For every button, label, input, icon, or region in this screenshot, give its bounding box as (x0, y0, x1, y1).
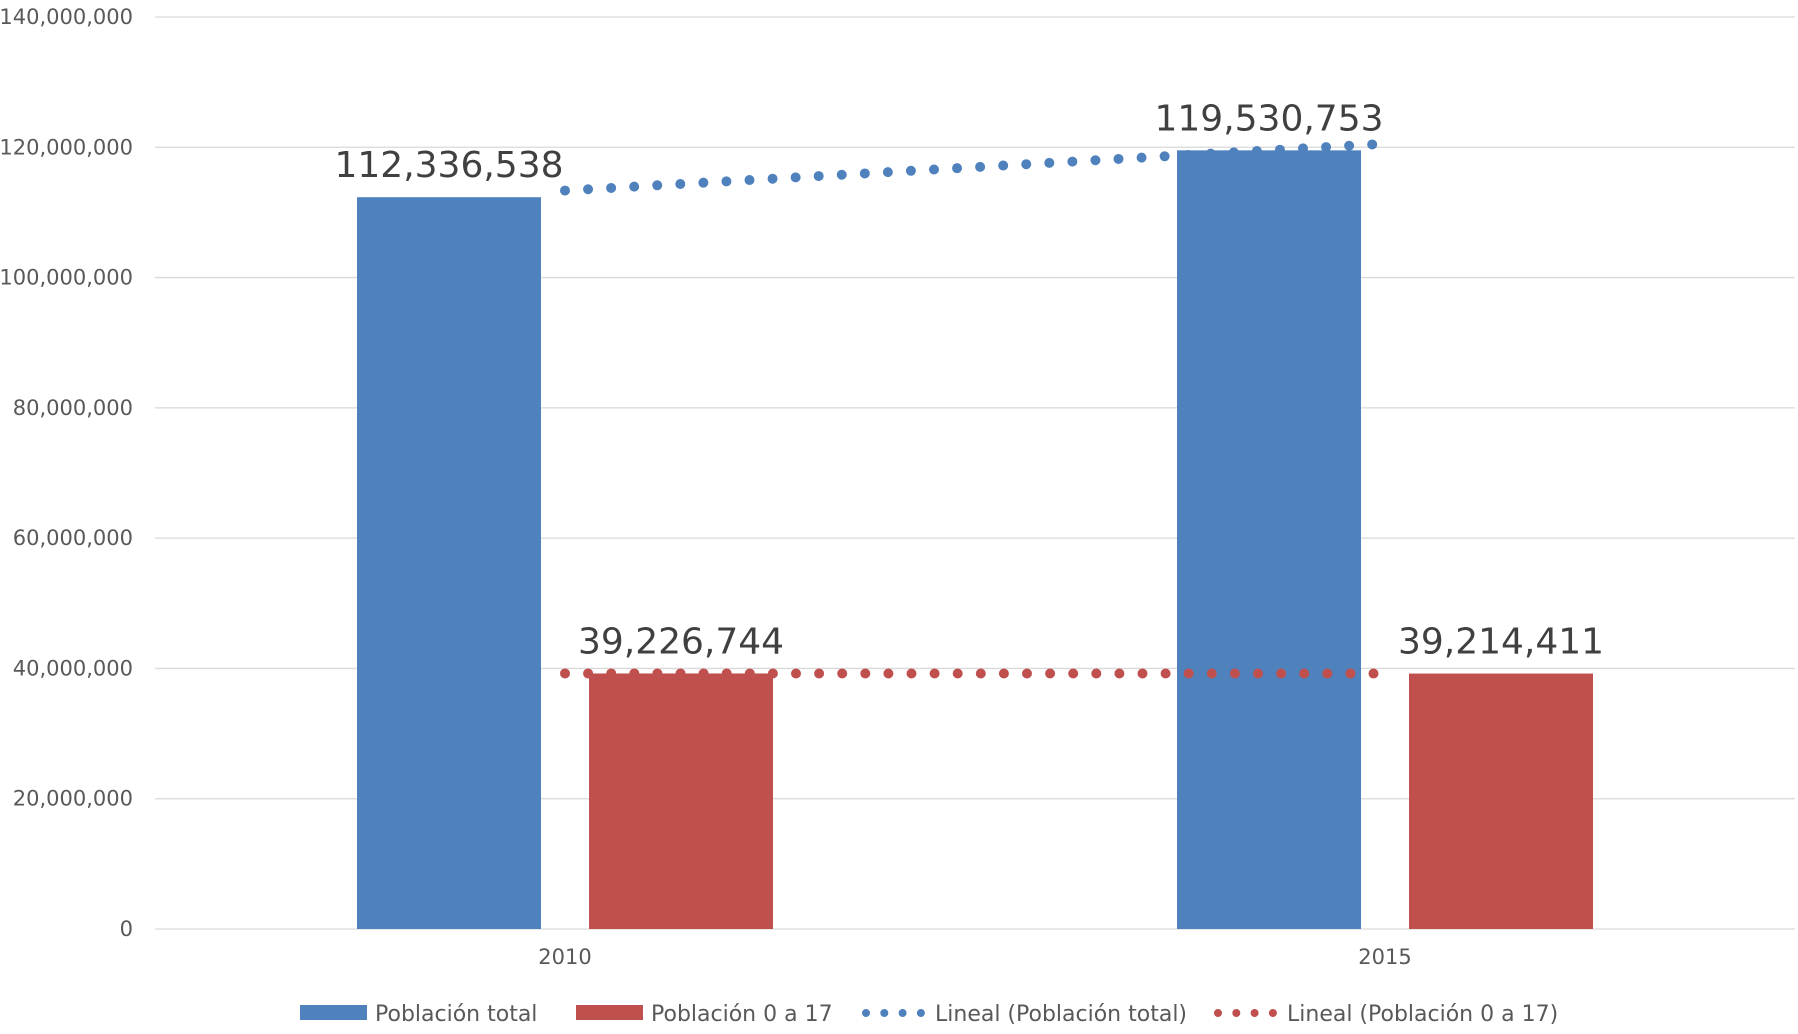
legend-swatch-poblacion-0-a-17 (576, 1005, 643, 1020)
data-label-poblacion-total-2015: 119,530,753 (1154, 98, 1383, 139)
legend-label-lineal-poblacion-total: Lineal (Población total) (935, 1002, 1187, 1027)
legend: Población total Población 0 a 17 Lineal (P… (300, 1002, 1558, 1027)
y-tick-label: 100,000,000 (0, 266, 133, 290)
x-tick-label: 2010 (538, 945, 591, 969)
data-label-poblacion-total-2010: 112,336,538 (334, 145, 563, 186)
legend-label-poblacion-0-a-17: Población 0 a 17 (651, 1002, 833, 1027)
data-label-poblacion-0-a-17-2010: 39,226,744 (578, 621, 784, 662)
x-axis-tick-labels: 2010 2015 (538, 945, 1411, 969)
legend-label-poblacion-total: Población total (375, 1002, 537, 1027)
y-tick-label: 140,000,000 (0, 5, 133, 29)
data-label-poblacion-0-a-17-2015: 39,214,411 (1398, 622, 1604, 663)
bar-poblacion-total-2010 (357, 197, 541, 929)
y-tick-label: 0 (120, 917, 133, 941)
x-tick-label: 2015 (1358, 945, 1411, 969)
bars (357, 150, 1593, 929)
legend-label-lineal-poblacion-0-a-17: Lineal (Población 0 a 17) (1287, 1002, 1558, 1027)
y-axis-tick-labels: 0 20,000,000 40,000,000 60,000,000 80,000,00… (0, 5, 133, 941)
y-tick-label: 120,000,000 (0, 135, 133, 159)
legend-swatch-poblacion-total (300, 1005, 367, 1020)
y-tick-label: 40,000,000 (13, 656, 133, 680)
y-tick-label: 60,000,000 (13, 526, 133, 550)
bar-poblacion-total-2015 (1177, 150, 1361, 929)
bar-poblacion-0-a-17-2010 (589, 673, 773, 929)
bar-poblacion-0-a-17-2015 (1409, 674, 1593, 929)
y-tick-label: 80,000,000 (13, 396, 133, 420)
y-tick-label: 20,000,000 (13, 787, 133, 811)
